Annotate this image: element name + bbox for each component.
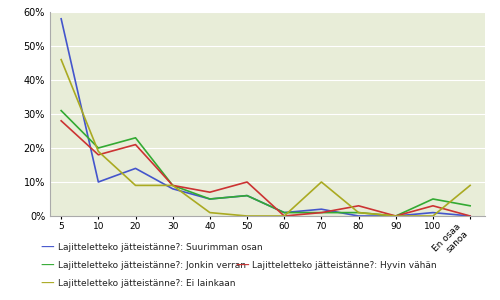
Text: Lajitteletteko jätteistänne?: Jonkin verran: Lajitteletteko jätteistänne?: Jonkin ver… <box>58 261 246 270</box>
Text: —: — <box>40 259 54 272</box>
Text: Lajitteletteko jätteistänne?: Hyvin vähän: Lajitteletteko jätteistänne?: Hyvin vähä… <box>252 261 437 270</box>
Text: —: — <box>40 241 54 254</box>
Text: —: — <box>40 277 54 290</box>
Text: —: — <box>235 259 249 272</box>
Text: Lajitteletteko jätteistänne?: Ei lainkaan: Lajitteletteko jätteistänne?: Ei lainkaa… <box>58 279 235 288</box>
Text: Lajitteletteko jätteistänne?: Suurimman osan: Lajitteletteko jätteistänne?: Suurimman … <box>58 243 262 252</box>
